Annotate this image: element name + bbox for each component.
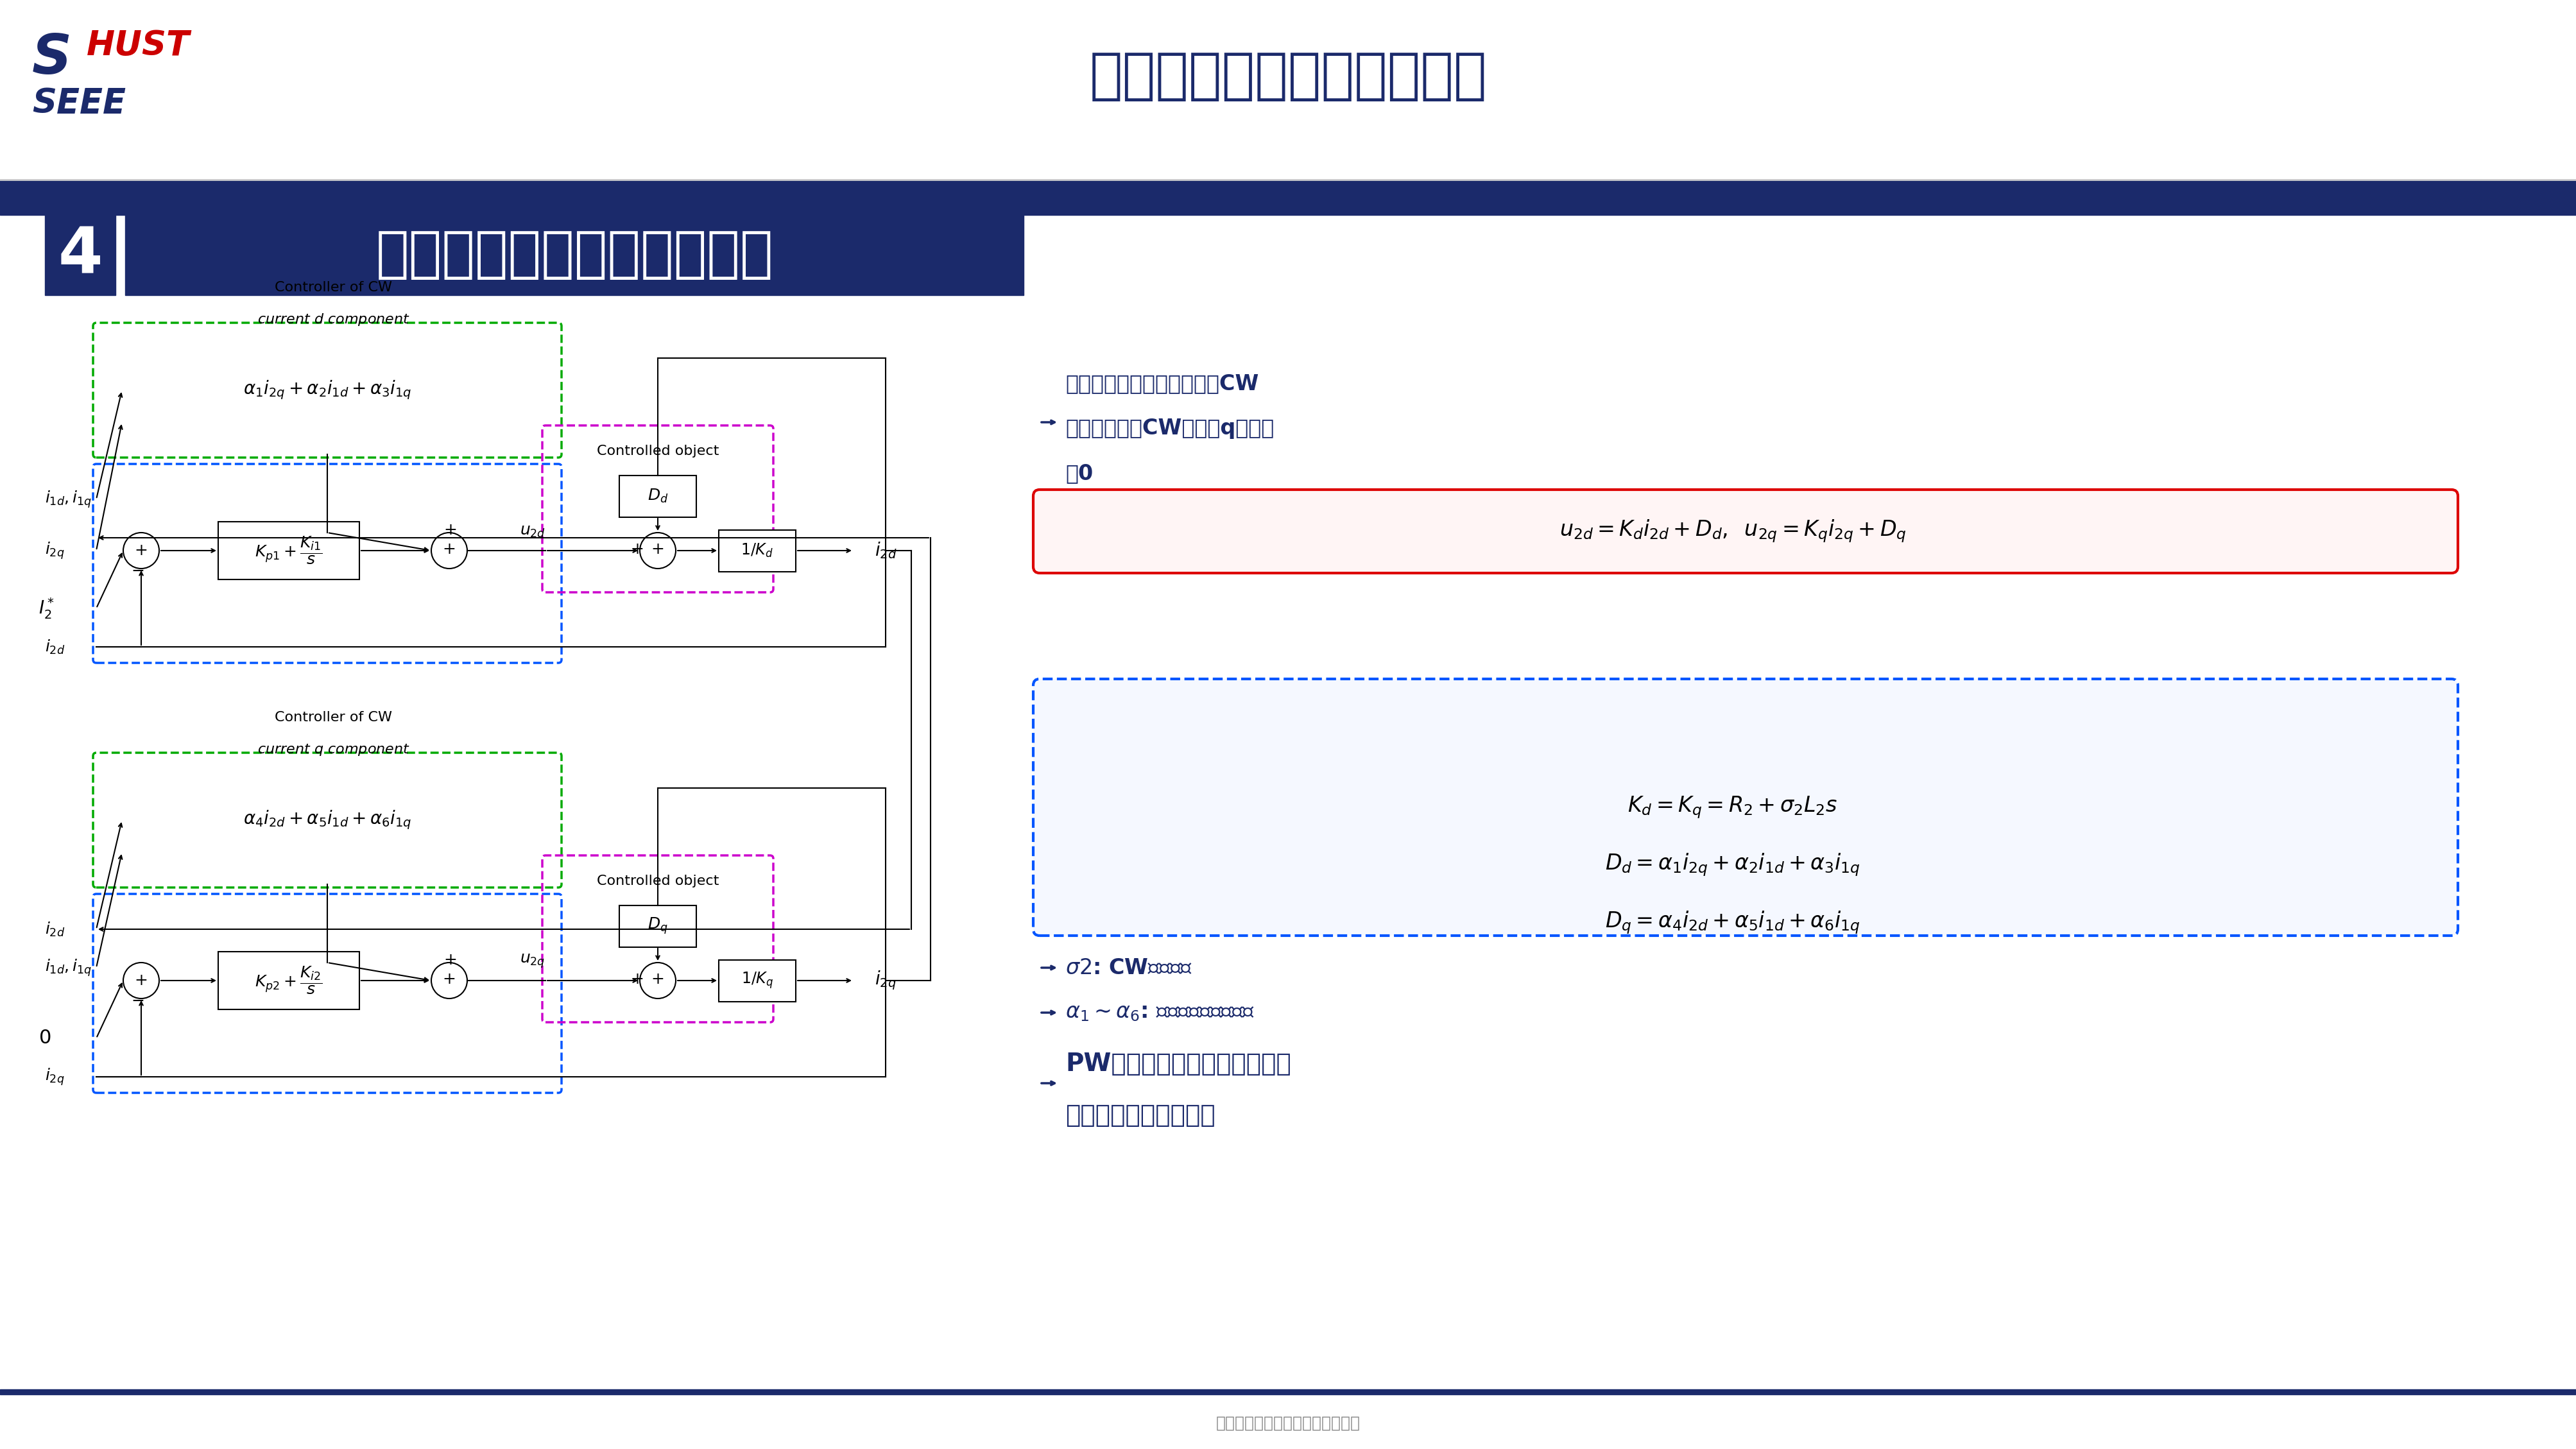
Bar xyxy=(0,1390,2576,1394)
Text: $i_{1d}, i_{1q}$: $i_{1d}, i_{1q}$ xyxy=(44,490,93,510)
Text: +: + xyxy=(631,972,644,987)
Text: +: + xyxy=(652,972,665,987)
Text: $i_{1d}, i_{1q}$: $i_{1d}, i_{1q}$ xyxy=(44,958,93,978)
Text: Controller of CW: Controller of CW xyxy=(276,281,392,294)
Bar xyxy=(719,530,796,571)
Text: $i_{2q}$: $i_{2q}$ xyxy=(44,1066,64,1087)
Text: $i_{2d}$: $i_{2d}$ xyxy=(44,920,64,938)
Text: 控制绕组电流定向矢量控制: 控制绕组电流定向矢量控制 xyxy=(376,229,773,281)
FancyBboxPatch shape xyxy=(1033,490,2458,572)
Text: current $q$ component: current $q$ component xyxy=(258,742,410,756)
Text: $I_2^*$: $I_2^*$ xyxy=(39,596,54,620)
Text: $K_{p1} + \dfrac{K_{i1}}{s}$: $K_{p1} + \dfrac{K_{i1}}{s}$ xyxy=(255,535,322,567)
Text: $u_{2d} = K_d i_{2d} + D_d, \;\; u_{2q} = K_q i_{2q} + D_q$: $u_{2d} = K_d i_{2d} + D_d, \;\; u_{2q} … xyxy=(1558,519,1906,545)
Text: 中国电工技术学会新媒体平台发布: 中国电工技术学会新媒体平台发布 xyxy=(1216,1416,1360,1432)
Circle shape xyxy=(124,962,160,998)
Text: $\sigma 2$: CW漏感系数: $\sigma 2$: CW漏感系数 xyxy=(1066,958,1193,978)
Text: −: − xyxy=(131,564,144,578)
Text: 负载变化时的动态响应: 负载变化时的动态响应 xyxy=(1066,1103,1216,1127)
Text: HUST: HUST xyxy=(88,29,191,62)
Text: Controlled object: Controlled object xyxy=(598,445,719,458)
Text: +: + xyxy=(652,542,665,556)
Text: +: + xyxy=(631,542,644,556)
Text: 为0: 为0 xyxy=(1066,464,1092,484)
Bar xyxy=(219,522,361,580)
Text: +: + xyxy=(443,542,456,556)
Text: Controller of CW: Controller of CW xyxy=(276,711,392,724)
Circle shape xyxy=(639,533,675,568)
Text: $u_{2q}$: $u_{2q}$ xyxy=(520,953,546,969)
Circle shape xyxy=(430,962,466,998)
Text: $0$: $0$ xyxy=(39,1029,52,1048)
Text: 二、无刷双馈电机控制技术: 二、无刷双馈电机控制技术 xyxy=(1090,51,1486,104)
Bar xyxy=(126,214,1023,296)
Text: SEEE: SEEE xyxy=(31,87,126,120)
Text: +: + xyxy=(134,972,147,988)
Circle shape xyxy=(430,533,466,568)
Text: 4: 4 xyxy=(57,225,103,287)
Text: $\alpha_1\sim\alpha_6$: 解耦及前馈补偿系数: $\alpha_1\sim\alpha_6$: 解耦及前馈补偿系数 xyxy=(1066,1003,1255,1023)
Text: PW电流作为前馈补偿，提高了: PW电流作为前馈补偿，提高了 xyxy=(1066,1052,1291,1077)
Bar xyxy=(0,0,2576,180)
Bar xyxy=(618,906,696,946)
Text: +: + xyxy=(443,972,456,987)
Text: +: + xyxy=(443,522,456,538)
Text: $\alpha_1 i_{2q} + \alpha_2 i_{1d} + \alpha_3 i_{1q}$: $\alpha_1 i_{2q} + \alpha_2 i_{1d} + \al… xyxy=(242,380,412,401)
Text: $1/K_d$: $1/K_d$ xyxy=(742,542,773,559)
Text: Controlled object: Controlled object xyxy=(598,875,719,887)
Bar xyxy=(719,959,796,1001)
Bar xyxy=(0,180,2576,214)
Text: $K_d = K_q = R_2 + \sigma_2 L_2 s$: $K_d = K_q = R_2 + \sigma_2 L_2 s$ xyxy=(1628,794,1837,820)
Text: $u_{2d}$: $u_{2d}$ xyxy=(520,523,546,539)
Circle shape xyxy=(124,533,160,568)
Text: $i_{2d}$: $i_{2d}$ xyxy=(873,540,896,561)
Text: $i_{2d}$: $i_{2d}$ xyxy=(44,638,64,655)
Text: −: − xyxy=(131,994,144,1009)
Text: current $d$ component: current $d$ component xyxy=(258,312,410,327)
Text: +: + xyxy=(134,543,147,558)
FancyBboxPatch shape xyxy=(1033,680,2458,936)
Text: $D_q = \alpha_4 i_{2d} + \alpha_5 i_{1d} + \alpha_6 i_{1q}$: $D_q = \alpha_4 i_{2d} + \alpha_5 i_{1d}… xyxy=(1605,910,1860,936)
Bar xyxy=(618,475,696,517)
Text: +: + xyxy=(443,952,456,968)
Text: 旋转坐标系的角速度设定为CW: 旋转坐标系的角速度设定为CW xyxy=(1066,374,1260,394)
Circle shape xyxy=(639,962,675,998)
Text: $D_d$: $D_d$ xyxy=(647,488,667,504)
Text: $\alpha_4 i_{2d} + \alpha_5 i_{1d} + \alpha_6 i_{1q}$: $\alpha_4 i_{2d} + \alpha_5 i_{1d} + \al… xyxy=(242,809,412,832)
Text: $D_d = \alpha_1 i_{2q} + \alpha_2 i_{1d} + \alpha_3 i_{1q}$: $D_d = \alpha_1 i_{2q} + \alpha_2 i_{1d}… xyxy=(1605,852,1860,878)
Text: $D_q$: $D_q$ xyxy=(647,916,667,936)
Text: $K_{p2} + \dfrac{K_{i2}}{s}$: $K_{p2} + \dfrac{K_{i2}}{s}$ xyxy=(255,965,322,995)
Text: S: S xyxy=(31,32,72,85)
Bar xyxy=(44,214,116,296)
Text: 电流的频率，CW电流的q分量设: 电流的频率，CW电流的q分量设 xyxy=(1066,419,1275,439)
Bar xyxy=(219,952,361,1010)
Text: $i_{2q}$: $i_{2q}$ xyxy=(44,540,64,561)
Text: $1/K_q$: $1/K_q$ xyxy=(742,971,773,991)
Text: $i_{2q}$: $i_{2q}$ xyxy=(876,969,896,991)
